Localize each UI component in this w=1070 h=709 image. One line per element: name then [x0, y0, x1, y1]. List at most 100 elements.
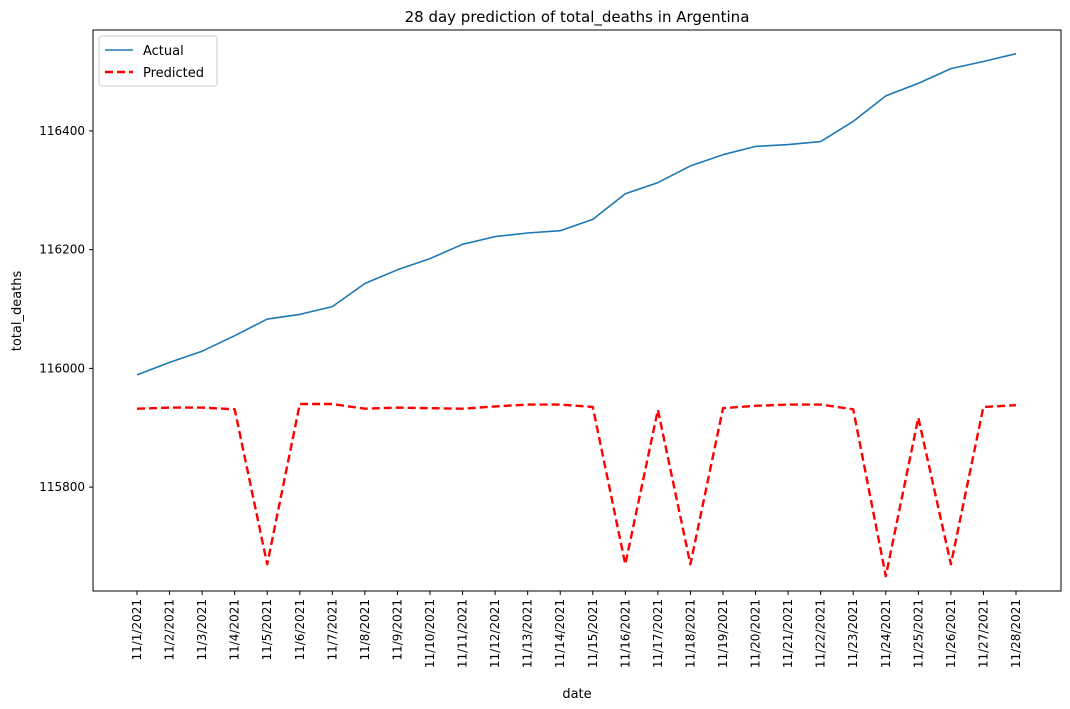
data-point-actual [950, 68, 952, 70]
x-tick-label: 11/15/2021 [586, 599, 600, 668]
x-tick-label: 11/23/2021 [846, 599, 860, 668]
data-point-actual [722, 154, 724, 156]
data-point-predicted [592, 406, 594, 408]
data-point-predicted [364, 408, 366, 410]
data-point-predicted [918, 417, 920, 419]
data-point-actual [169, 362, 171, 364]
plot-area [92, 29, 1062, 592]
data-point-actual [918, 83, 920, 85]
data-point-actual [559, 230, 561, 232]
data-point-predicted [234, 409, 236, 411]
data-point-actual [592, 219, 594, 221]
data-point-actual [885, 95, 887, 97]
data-point-actual [136, 374, 138, 376]
data-point-predicted [950, 563, 952, 565]
data-point-predicted [690, 563, 692, 565]
x-tick-label: 11/17/2021 [651, 599, 665, 668]
data-point-predicted [559, 404, 561, 406]
data-point-actual [820, 141, 822, 143]
y-axis-label: total_deaths [10, 271, 25, 352]
data-point-predicted [136, 408, 138, 410]
data-point-predicted [820, 404, 822, 406]
x-tick-label: 11/22/2021 [814, 599, 828, 668]
x-axis-label: date [562, 687, 591, 702]
data-point-actual [755, 146, 757, 148]
data-point-actual [1015, 53, 1017, 55]
data-point-predicted [169, 407, 171, 409]
data-point-actual [494, 236, 496, 238]
data-point-actual [787, 144, 789, 146]
x-tick-label: 11/18/2021 [683, 599, 697, 668]
data-point-actual [266, 318, 268, 320]
x-tick-label: 11/2/2021 [163, 599, 177, 661]
series-lines [136, 52, 1017, 578]
legend: Actual Predicted [98, 35, 218, 87]
data-point-actual [364, 283, 366, 285]
data-point-predicted [527, 404, 529, 406]
x-tick-label: 11/27/2021 [976, 599, 990, 668]
legend-box [98, 35, 218, 87]
data-point-predicted [852, 409, 854, 411]
x-tick-label: 11/5/2021 [260, 599, 274, 661]
data-point-actual [527, 232, 529, 234]
y-tick-label: 115800 [39, 480, 85, 494]
x-tick-label: 11/11/2021 [456, 599, 470, 668]
legend-label-predicted: Predicted [143, 66, 204, 81]
data-point-actual [201, 350, 203, 352]
data-point-actual [332, 306, 334, 308]
x-tick-label: 11/1/2021 [130, 599, 144, 661]
y-tick-label: 116200 [39, 243, 85, 257]
x-tick-label: 11/12/2021 [488, 599, 502, 668]
x-tick-label: 11/9/2021 [390, 599, 404, 661]
x-tick-label: 11/8/2021 [358, 599, 372, 661]
data-point-predicted [462, 408, 464, 410]
chart-title: 28 day prediction of total_deaths in Arg… [405, 8, 750, 27]
data-point-predicted [722, 407, 724, 409]
legend-label-actual: Actual [143, 44, 184, 59]
data-point-actual [299, 314, 301, 316]
x-tick-label: 11/6/2021 [293, 599, 307, 661]
data-point-predicted [755, 405, 757, 407]
x-tick-label: 11/28/2021 [1009, 599, 1023, 668]
data-point-predicted [657, 409, 659, 411]
data-point-actual [234, 335, 236, 337]
x-tick-label: 11/4/2021 [228, 599, 242, 661]
y-tick-label: 116400 [39, 124, 85, 138]
y-axis: 115800 116000 116200 116400 [39, 124, 93, 494]
data-point-actual [397, 269, 399, 271]
data-point-predicted [397, 407, 399, 409]
y-tick-label: 116000 [39, 361, 85, 375]
data-point-predicted [885, 575, 887, 577]
data-point-predicted [983, 406, 985, 408]
x-tick-label: 11/10/2021 [423, 599, 437, 668]
x-tick-label: 11/13/2021 [521, 599, 535, 668]
data-point-predicted [266, 563, 268, 565]
x-tick-label: 11/14/2021 [553, 599, 567, 668]
series-line-predicted [136, 402, 1017, 578]
data-point-actual [625, 193, 627, 195]
x-tick-label: 11/25/2021 [911, 599, 925, 668]
data-point-predicted [429, 407, 431, 409]
data-point-predicted [1015, 404, 1017, 406]
x-tick-label: 11/24/2021 [879, 599, 893, 668]
data-point-predicted [625, 563, 627, 565]
x-tick-label: 11/7/2021 [325, 599, 339, 661]
data-point-actual [462, 244, 464, 246]
data-point-actual [429, 258, 431, 260]
series-line-actual [136, 52, 1017, 376]
x-tick-label: 11/26/2021 [944, 599, 958, 668]
x-tick-label: 11/21/2021 [781, 599, 795, 668]
data-point-predicted [332, 403, 334, 405]
data-point-actual [690, 165, 692, 167]
x-tick-label: 11/19/2021 [716, 599, 730, 668]
x-tick-label: 11/16/2021 [618, 599, 632, 668]
data-point-actual [852, 121, 854, 123]
data-point-predicted [201, 407, 203, 409]
data-point-predicted [787, 404, 789, 406]
data-point-actual [983, 61, 985, 63]
x-tick-label: 11/20/2021 [749, 599, 763, 668]
data-point-predicted [299, 403, 301, 405]
data-point-predicted [494, 406, 496, 408]
x-tick-label: 11/3/2021 [195, 599, 209, 661]
